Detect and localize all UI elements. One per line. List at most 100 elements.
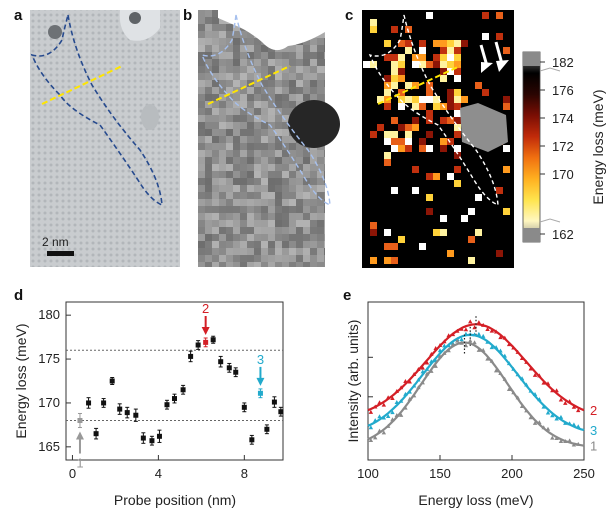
pixel: [303, 185, 310, 192]
pixel: [226, 234, 233, 241]
pixel: [198, 59, 205, 66]
pixel: [282, 52, 289, 59]
panel-a-label: a: [14, 7, 23, 24]
data-point: [195, 340, 201, 350]
axes-d: 0 4 8 165 170 175 180: [38, 307, 248, 481]
pixel: [254, 45, 261, 52]
pixel: [226, 52, 233, 59]
pixel: [226, 122, 233, 129]
pixel: [226, 171, 233, 178]
hot-pixel: [426, 194, 433, 201]
pixel: [282, 122, 289, 129]
pixel: [198, 108, 205, 115]
spectrum-point: [390, 410, 395, 415]
pixel: [296, 241, 303, 248]
pixel: [198, 10, 205, 17]
pixel: [296, 45, 303, 52]
pixel: [282, 248, 289, 255]
colorbar-tick: 174: [552, 111, 574, 126]
pixel: [219, 45, 226, 52]
hot-pixel: [468, 257, 475, 264]
pixel: [324, 185, 325, 192]
hot-pixel: [370, 19, 377, 26]
pixel: [198, 122, 205, 129]
pixel: [219, 143, 226, 150]
hot-pixel: [384, 152, 391, 159]
pixel: [205, 255, 212, 262]
hot-pixel: [391, 82, 398, 89]
pixel: [198, 213, 205, 220]
pixel: [240, 115, 247, 122]
pixel: [198, 129, 205, 136]
pixel: [240, 171, 247, 178]
pixel: [324, 66, 325, 73]
pixel: [198, 206, 205, 213]
hot-pixel: [391, 68, 398, 75]
marker-label: 3: [257, 352, 264, 367]
pixel: [212, 94, 219, 101]
hot-pixel: [447, 96, 454, 103]
hot-pixel: [482, 12, 489, 19]
pixel: [317, 220, 324, 227]
spectrum-point: [576, 408, 581, 413]
pixel: [268, 234, 275, 241]
pixel: [282, 199, 289, 206]
axes-e: 100 150 200 250: [357, 356, 595, 481]
pixel: [205, 192, 212, 199]
pixel: [296, 94, 303, 101]
hot-pixel: [398, 75, 405, 82]
pixel: [261, 45, 268, 52]
pixel: [310, 185, 317, 192]
pixel: [219, 129, 226, 136]
pixel: [310, 213, 317, 220]
pixel: [317, 73, 324, 80]
pixel: [254, 150, 261, 157]
hot-pixel: [454, 89, 461, 96]
pixel: [205, 45, 212, 52]
spectrum-point: [381, 430, 387, 435]
hot-pixel: [398, 145, 405, 152]
pixel: [226, 24, 233, 31]
spectrum-point: [571, 404, 577, 409]
arrow-icon: [479, 44, 493, 73]
pixel: [268, 185, 275, 192]
pixel: [289, 136, 296, 143]
pixel: [275, 122, 282, 129]
hot-pixel: [503, 208, 510, 215]
pixel: [205, 150, 212, 157]
pixel: [275, 87, 282, 94]
point-marker: [264, 426, 270, 432]
pixel: [233, 122, 240, 129]
pixel: [289, 150, 296, 157]
pixel: [198, 164, 205, 171]
hot-pixel: [419, 138, 426, 145]
hot-pixel: [363, 61, 370, 68]
pixel: [219, 213, 226, 220]
pixel: [233, 227, 240, 234]
pixel: [205, 73, 212, 80]
spectrum-point: [558, 439, 564, 444]
pixel: [275, 115, 282, 122]
pixel: [303, 234, 310, 241]
pixel: [275, 164, 282, 171]
hot-pixel: [447, 61, 454, 68]
pixel: [289, 143, 296, 150]
hot-pixel: [370, 61, 377, 68]
pixel: [212, 136, 219, 143]
point-marker: [156, 433, 162, 439]
pixel: [268, 73, 275, 80]
point-marker: [195, 342, 201, 348]
pixel: [254, 234, 261, 241]
pixel: [240, 122, 247, 129]
point-marker: [93, 431, 99, 437]
pixel: [268, 136, 275, 143]
probe-line-c: [377, 65, 461, 105]
pixel: [226, 206, 233, 213]
pixel: [254, 59, 261, 66]
pixel: [247, 129, 254, 136]
spectrum-point: [498, 335, 503, 340]
pixel: [268, 94, 275, 101]
hot-pixel: [419, 40, 426, 47]
point-marker: [149, 438, 155, 444]
pixel: [240, 87, 247, 94]
